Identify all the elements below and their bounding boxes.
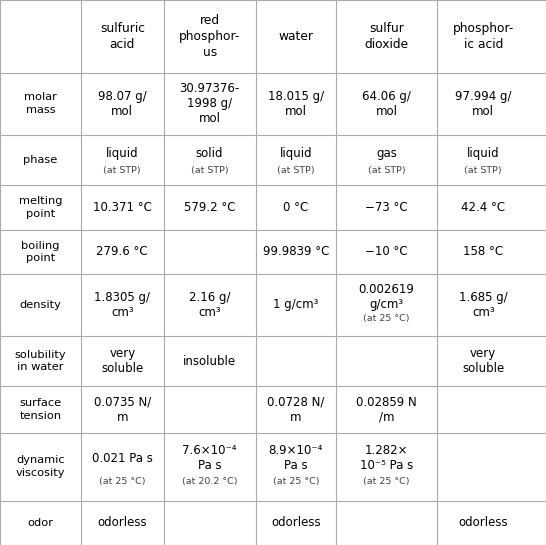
Text: (at 20.2 °C): (at 20.2 °C)	[182, 477, 238, 486]
Text: gas: gas	[376, 147, 397, 160]
Text: sulfuric
acid: sulfuric acid	[100, 22, 145, 51]
Text: phase: phase	[23, 155, 57, 165]
Text: red
phosphor-
us: red phosphor- us	[179, 14, 240, 59]
Text: 1.282×
10⁻⁵ Pa s: 1.282× 10⁻⁵ Pa s	[360, 445, 413, 473]
Text: odorless: odorless	[98, 516, 147, 529]
Text: (at 25 °C): (at 25 °C)	[363, 477, 410, 486]
Text: 7.6×10⁻⁴
Pa s: 7.6×10⁻⁴ Pa s	[182, 445, 237, 473]
Text: 1.8305 g/
cm³: 1.8305 g/ cm³	[94, 291, 150, 319]
Text: solubility
in water: solubility in water	[15, 350, 66, 372]
Text: (at STP): (at STP)	[104, 166, 141, 175]
Text: 1 g/cm³: 1 g/cm³	[273, 299, 319, 311]
Text: (at STP): (at STP)	[277, 166, 314, 175]
Text: 98.07 g/
mol: 98.07 g/ mol	[98, 90, 147, 118]
Text: dynamic
viscosity: dynamic viscosity	[16, 456, 65, 478]
Text: density: density	[20, 300, 61, 310]
Text: 0.0735 N/
m: 0.0735 N/ m	[94, 396, 151, 423]
Text: 2.16 g/
cm³: 2.16 g/ cm³	[189, 291, 230, 319]
Text: (at STP): (at STP)	[191, 166, 228, 175]
Text: 579.2 °C: 579.2 °C	[184, 201, 235, 214]
Text: (at STP): (at STP)	[465, 166, 502, 175]
Text: 8.9×10⁻⁴
Pa s: 8.9×10⁻⁴ Pa s	[269, 445, 323, 473]
Text: odor: odor	[27, 518, 54, 528]
Text: water: water	[278, 30, 313, 43]
Text: boiling
point: boiling point	[21, 241, 60, 263]
Text: odorless: odorless	[459, 516, 508, 529]
Text: (at 25 °C): (at 25 °C)	[363, 314, 410, 323]
Text: 10.371 °C: 10.371 °C	[93, 201, 152, 214]
Text: liquid: liquid	[467, 147, 500, 160]
Text: 30.97376-
1998 g/
mol: 30.97376- 1998 g/ mol	[180, 82, 240, 125]
Text: (at STP): (at STP)	[368, 166, 405, 175]
Text: 0.02859 N
/m: 0.02859 N /m	[356, 396, 417, 423]
Text: melting
point: melting point	[19, 196, 62, 219]
Text: odorless: odorless	[271, 516, 321, 529]
Text: 158 °C: 158 °C	[463, 245, 503, 258]
Text: 0.0728 N/
m: 0.0728 N/ m	[267, 396, 325, 423]
Text: (at 25 °C): (at 25 °C)	[99, 477, 146, 486]
Text: 64.06 g/
mol: 64.06 g/ mol	[362, 90, 411, 118]
Text: (at 25 °C): (at 25 °C)	[272, 477, 319, 486]
Text: sulfur
dioxide: sulfur dioxide	[365, 22, 408, 51]
Text: very
soluble: very soluble	[101, 347, 144, 375]
Text: −73 °C: −73 °C	[365, 201, 408, 214]
Text: molar
mass: molar mass	[24, 93, 57, 115]
Text: −10 °C: −10 °C	[365, 245, 408, 258]
Text: solid: solid	[196, 147, 223, 160]
Text: 99.9839 °C: 99.9839 °C	[263, 245, 329, 258]
Text: 279.6 °C: 279.6 °C	[97, 245, 148, 258]
Text: surface
tension: surface tension	[19, 398, 62, 421]
Text: 42.4 °C: 42.4 °C	[461, 201, 505, 214]
Text: 0.021 Pa s: 0.021 Pa s	[92, 452, 153, 465]
Text: phosphor-
ic acid: phosphor- ic acid	[453, 22, 514, 51]
Text: 0.002619
g/cm³: 0.002619 g/cm³	[359, 283, 414, 312]
Text: liquid: liquid	[280, 147, 312, 160]
Text: 18.015 g/
mol: 18.015 g/ mol	[268, 90, 324, 118]
Text: 1.685 g/
cm³: 1.685 g/ cm³	[459, 291, 508, 319]
Text: 0 °C: 0 °C	[283, 201, 308, 214]
Text: 97.994 g/
mol: 97.994 g/ mol	[455, 90, 512, 118]
Text: liquid: liquid	[106, 147, 139, 160]
Text: insoluble: insoluble	[183, 355, 236, 367]
Text: very
soluble: very soluble	[462, 347, 505, 375]
